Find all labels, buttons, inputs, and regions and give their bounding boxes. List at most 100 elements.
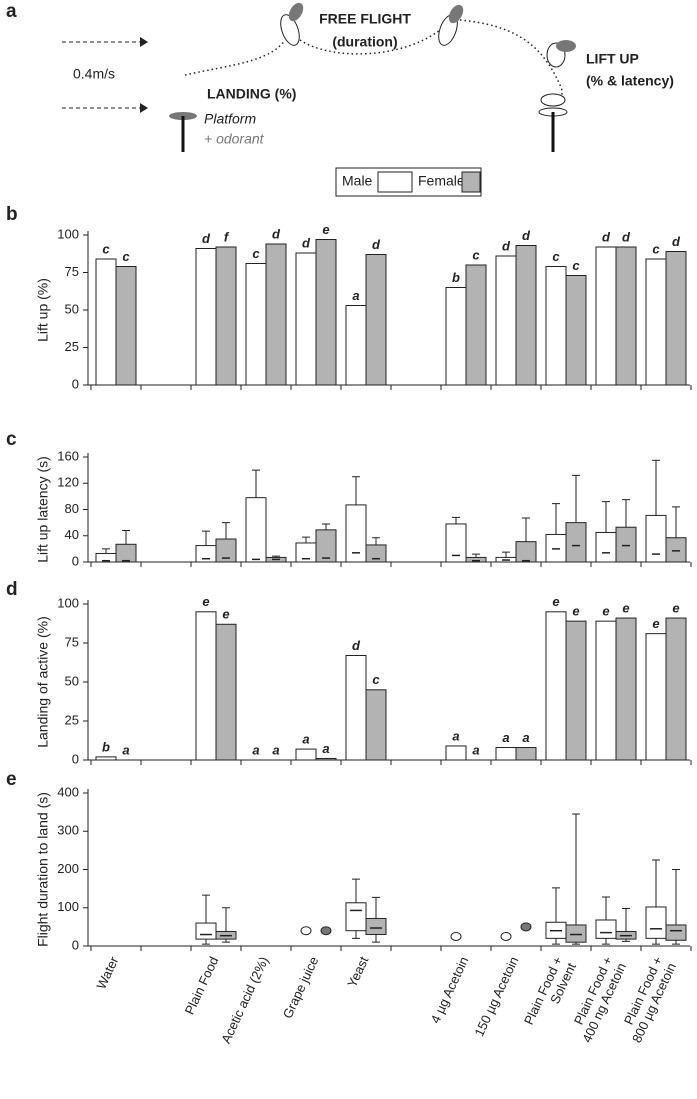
free-flight: FREE FLIGHT: [319, 11, 411, 27]
significance-letter: c: [252, 246, 260, 261]
significance-letter: e: [672, 600, 679, 615]
significance-letter: d: [372, 237, 381, 252]
significance-letter: d: [302, 235, 311, 250]
y-tick-label: 0: [72, 376, 79, 391]
bar: [665, 617, 687, 761]
bar: [365, 689, 387, 761]
panel-label: d: [6, 579, 18, 600]
bar: [265, 243, 287, 386]
y-tick-label: 40: [65, 527, 79, 542]
box: [645, 906, 667, 939]
significance-letter: c: [652, 241, 660, 256]
fly: [540, 93, 566, 107]
significance-letter: c: [552, 249, 560, 264]
bar: [345, 305, 367, 386]
y-tick-label: 50: [65, 301, 79, 316]
bar: [345, 654, 367, 761]
bar: [645, 258, 667, 386]
legend-label: Male: [342, 173, 373, 189]
bar: [565, 522, 587, 563]
significance-letter: d: [622, 229, 631, 244]
significance-letter: d: [602, 229, 611, 244]
y-tick-label: 50: [65, 673, 79, 688]
significance-letter: c: [122, 249, 130, 264]
significance-letter: f: [224, 229, 230, 244]
significance-letter: c: [102, 241, 110, 256]
significance-letter: a: [502, 730, 509, 745]
significance-letter: e: [602, 604, 609, 619]
significance-letter: d: [352, 638, 361, 653]
duration: (duration): [332, 34, 397, 50]
bar: [515, 747, 537, 761]
y-tick-label: 120: [57, 475, 79, 490]
error-bar: [252, 469, 260, 498]
box: [665, 924, 687, 941]
significance-letter: a: [272, 742, 279, 757]
error-bar: [102, 548, 110, 554]
y-axis-title: Lift up (%): [35, 278, 51, 342]
bar: [445, 745, 467, 761]
bar: [465, 264, 487, 386]
y-tick-label: 80: [65, 501, 79, 516]
x-tick-label: Grape juice: [280, 954, 322, 1021]
significance-letter: a: [252, 742, 259, 757]
error-bar: [352, 476, 360, 505]
bar: [595, 246, 617, 386]
bar: [545, 266, 567, 386]
bar: [295, 252, 317, 386]
significance-letter: a: [352, 288, 359, 303]
significance-letter: c: [372, 672, 380, 687]
speed: 0.4m/s: [73, 66, 115, 82]
y-tick-label: 25: [65, 339, 79, 354]
significance-letter: c: [572, 258, 580, 273]
significance-letter: c: [472, 247, 480, 262]
bar: [215, 538, 237, 563]
significance-letter: d: [202, 231, 211, 246]
legend: Male Female: [335, 167, 482, 197]
bar: [515, 245, 537, 386]
y-tick-label: 100: [57, 899, 79, 914]
bar: [665, 537, 687, 563]
error-bar: [502, 551, 510, 558]
x-tick-label: 4 µg Acetoin: [428, 954, 472, 1025]
bar: [115, 266, 137, 386]
y-tick-label: 300: [57, 823, 79, 838]
significance-letter: e: [202, 594, 209, 609]
error-bar: [572, 474, 580, 523]
bar: [95, 258, 117, 386]
y-tick-label: 75: [65, 264, 79, 279]
bar: [345, 504, 367, 563]
fly-wing: [288, 2, 304, 22]
box: [595, 919, 617, 939]
bar: [645, 633, 667, 761]
bar: [615, 526, 637, 563]
significance-letter: b: [452, 270, 460, 285]
error-bar: [122, 530, 130, 545]
arrow-head: [140, 37, 148, 47]
significance-letter: e: [552, 594, 559, 609]
error-bar: [652, 459, 660, 516]
bar: [545, 611, 567, 761]
lift-up-detail: (% & latency): [586, 73, 674, 89]
error-bar: [302, 536, 310, 543]
fly: [280, 14, 300, 46]
error-bar: [522, 517, 530, 542]
bar: [195, 248, 217, 386]
whisker: [572, 813, 580, 945]
y-tick-label: 100: [57, 226, 79, 241]
legend-swatch: [377, 171, 413, 193]
panel-label: a: [6, 1, 17, 22]
box: [365, 917, 387, 936]
box: [345, 902, 367, 932]
bar: [465, 556, 487, 563]
y-tick-label: 25: [65, 712, 79, 727]
y-tick-label: 75: [65, 634, 79, 649]
diagram: a 0.4m/s FREE FLIGHT (duration) LANDING …: [6, 1, 674, 152]
arrow-head: [140, 103, 148, 113]
bar: [295, 748, 317, 761]
y-axis-title: Flight duration to land (s): [35, 792, 51, 947]
x-tick-label: 150 µg Acetoin: [472, 954, 522, 1039]
lift-up: LIFT UP: [586, 51, 639, 67]
x-tick-label: Water: [94, 954, 122, 992]
